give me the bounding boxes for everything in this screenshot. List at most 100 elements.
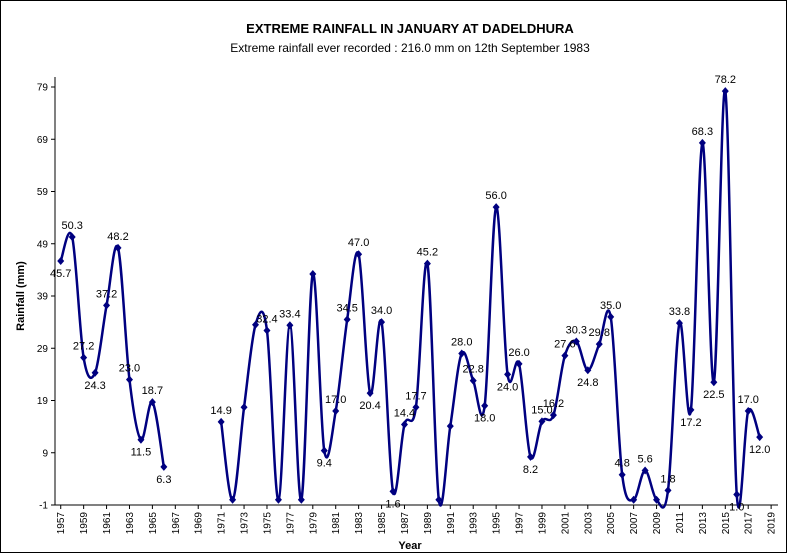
data-label: 33.8 [669,306,690,318]
data-point [733,490,741,499]
x-tick-label: 1981 [331,512,342,535]
y-tick-label: 39 [37,292,49,303]
data-label: 56.0 [485,190,506,202]
x-tick-label: 1959 [79,512,90,535]
data-point [675,319,683,328]
x-tick-label: 1969 [194,512,205,535]
data-label: 45.7 [50,268,71,280]
data-point [538,417,546,426]
data-label: 35.0 [600,300,621,312]
data-point [80,353,88,362]
data-label: 17.2 [680,417,701,429]
data-label: 27.6 [554,339,575,351]
x-tick-label: 1979 [308,512,319,535]
x-tick-label: 2005 [606,512,617,535]
data-label: 50.3 [61,220,82,232]
x-tick-label: 1961 [102,512,113,535]
data-point [664,486,672,495]
x-tick-label: 1989 [423,512,434,535]
x-tick-label: 1957 [56,512,67,535]
data-label: 8.2 [523,464,538,476]
x-tick-label: 2017 [744,512,755,535]
data-point [618,470,626,479]
data-label: 9.4 [317,458,332,470]
data-point [435,495,443,504]
data-point [252,320,260,329]
y-tick-label: 19 [37,396,49,407]
data-point [492,203,500,212]
data-point [400,420,408,429]
x-tick-label: 2009 [652,512,663,535]
data-point [423,259,431,268]
y-tick-label: 59 [37,187,49,198]
data-point [366,389,374,398]
data-point [584,366,592,375]
data-label: 18.7 [142,385,163,397]
data-label: 22.8 [463,364,484,376]
data-label: 27.2 [73,341,94,353]
x-tick-label: 1977 [285,512,296,535]
data-line [219,89,761,509]
x-tick-label: 2019 [767,512,778,535]
data-label: 45.2 [417,247,438,259]
data-label: 24.0 [497,381,518,393]
y-tick-label: 69 [37,135,49,146]
x-axis-label: Year [398,540,422,552]
x-tick-label: 1991 [446,512,457,535]
x-tick-label: 2011 [675,512,686,534]
data-label: 12.0 [749,444,770,456]
data-point [355,250,363,259]
data-label: 18.0 [474,413,495,425]
x-tick-label: 1973 [240,512,251,535]
data-point [710,378,718,387]
data-point [595,340,603,349]
data-point [103,301,111,310]
chart-subtitle: Extreme rainfall ever recorded : 216.0 m… [230,41,590,55]
data-point [309,270,317,279]
data-point [698,138,706,147]
data-point [469,376,477,385]
data-point [527,452,535,461]
data-point [137,435,145,444]
data-point [160,462,168,471]
data-label: 24.8 [577,377,598,389]
data-label: 17.0 [325,394,346,406]
x-tick-label: 1971 [217,512,228,535]
data-point [744,406,752,415]
data-label: 1.0 [729,502,744,514]
data-label: 24.3 [84,380,105,392]
data-label: 1.6 [385,498,400,510]
x-tick-label: 2013 [698,512,709,535]
x-tick-label: 1997 [515,512,526,535]
data-label: 16.2 [543,398,564,410]
data-point [641,466,649,475]
data-point [125,375,133,384]
x-tick-label: 1999 [537,512,548,535]
data-label: 22.5 [703,389,724,401]
data-label: 37.2 [96,288,117,300]
data-label: 4.8 [615,458,630,470]
data-point [515,359,523,368]
data-point [217,417,225,426]
data-point [630,495,638,504]
data-label: 11.5 [131,447,152,459]
data-label: 33.4 [279,308,300,320]
data-label: 78.2 [715,74,736,86]
data-point [286,321,294,330]
x-tick-label: 1995 [492,512,503,535]
data-point [343,315,351,324]
data-point [687,405,695,414]
data-line [59,231,166,468]
data-label: 20.4 [359,400,380,412]
x-tick-label: 1983 [354,512,365,535]
x-tick-label: 1975 [262,512,273,535]
data-label: 26.0 [508,347,529,359]
data-point [549,411,557,420]
x-tick-label: 2001 [560,512,571,535]
data-label: 30.3 [566,324,587,336]
data-label: 15.0 [531,404,552,416]
y-tick-label: 79 [37,83,49,94]
x-tick-label: 2003 [583,512,594,535]
data-point [653,495,661,504]
data-point [114,243,122,252]
